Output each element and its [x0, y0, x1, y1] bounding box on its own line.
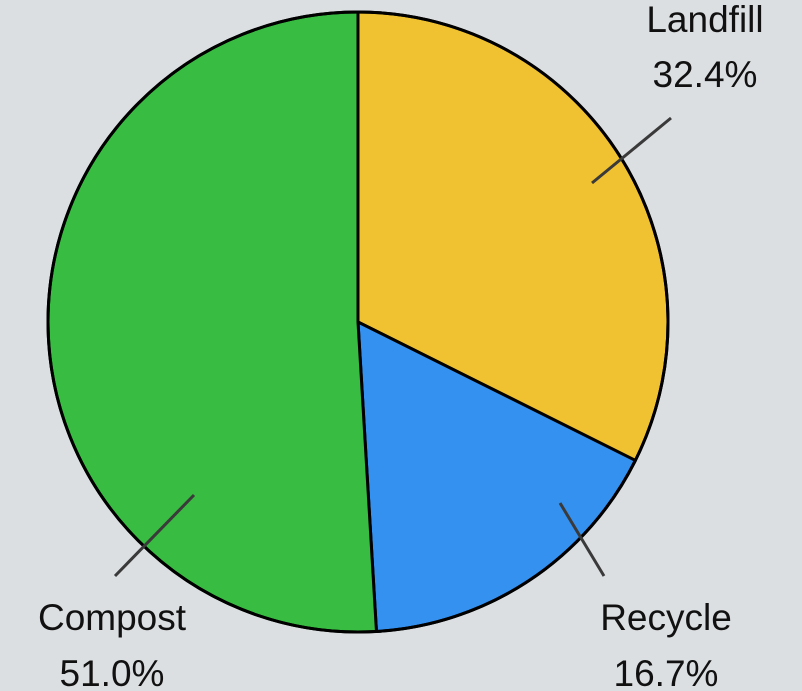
- leader-lines: [113, 116, 672, 578]
- slice-percent-compost: 51.0%: [60, 653, 165, 691]
- slice-label-landfill: Landfill: [646, 0, 763, 40]
- leader-line-landfill: [591, 116, 672, 185]
- slice-percent-recycle: 16.7%: [614, 653, 719, 691]
- leader-line-recycle: [558, 502, 606, 577]
- slice-label-compost: Compost: [38, 597, 187, 638]
- pie-slices: [46, 10, 670, 634]
- pie-slice-compost: [46, 10, 378, 634]
- slice-labels: Landfill 32.4% Recycle 16.7% Compost 51.0%: [38, 0, 764, 691]
- leader-line-compost: [113, 493, 196, 578]
- slice-label-recycle: Recycle: [600, 597, 732, 638]
- pie-outline: [46, 10, 670, 634]
- slice-percent-landfill: 32.4%: [653, 54, 758, 95]
